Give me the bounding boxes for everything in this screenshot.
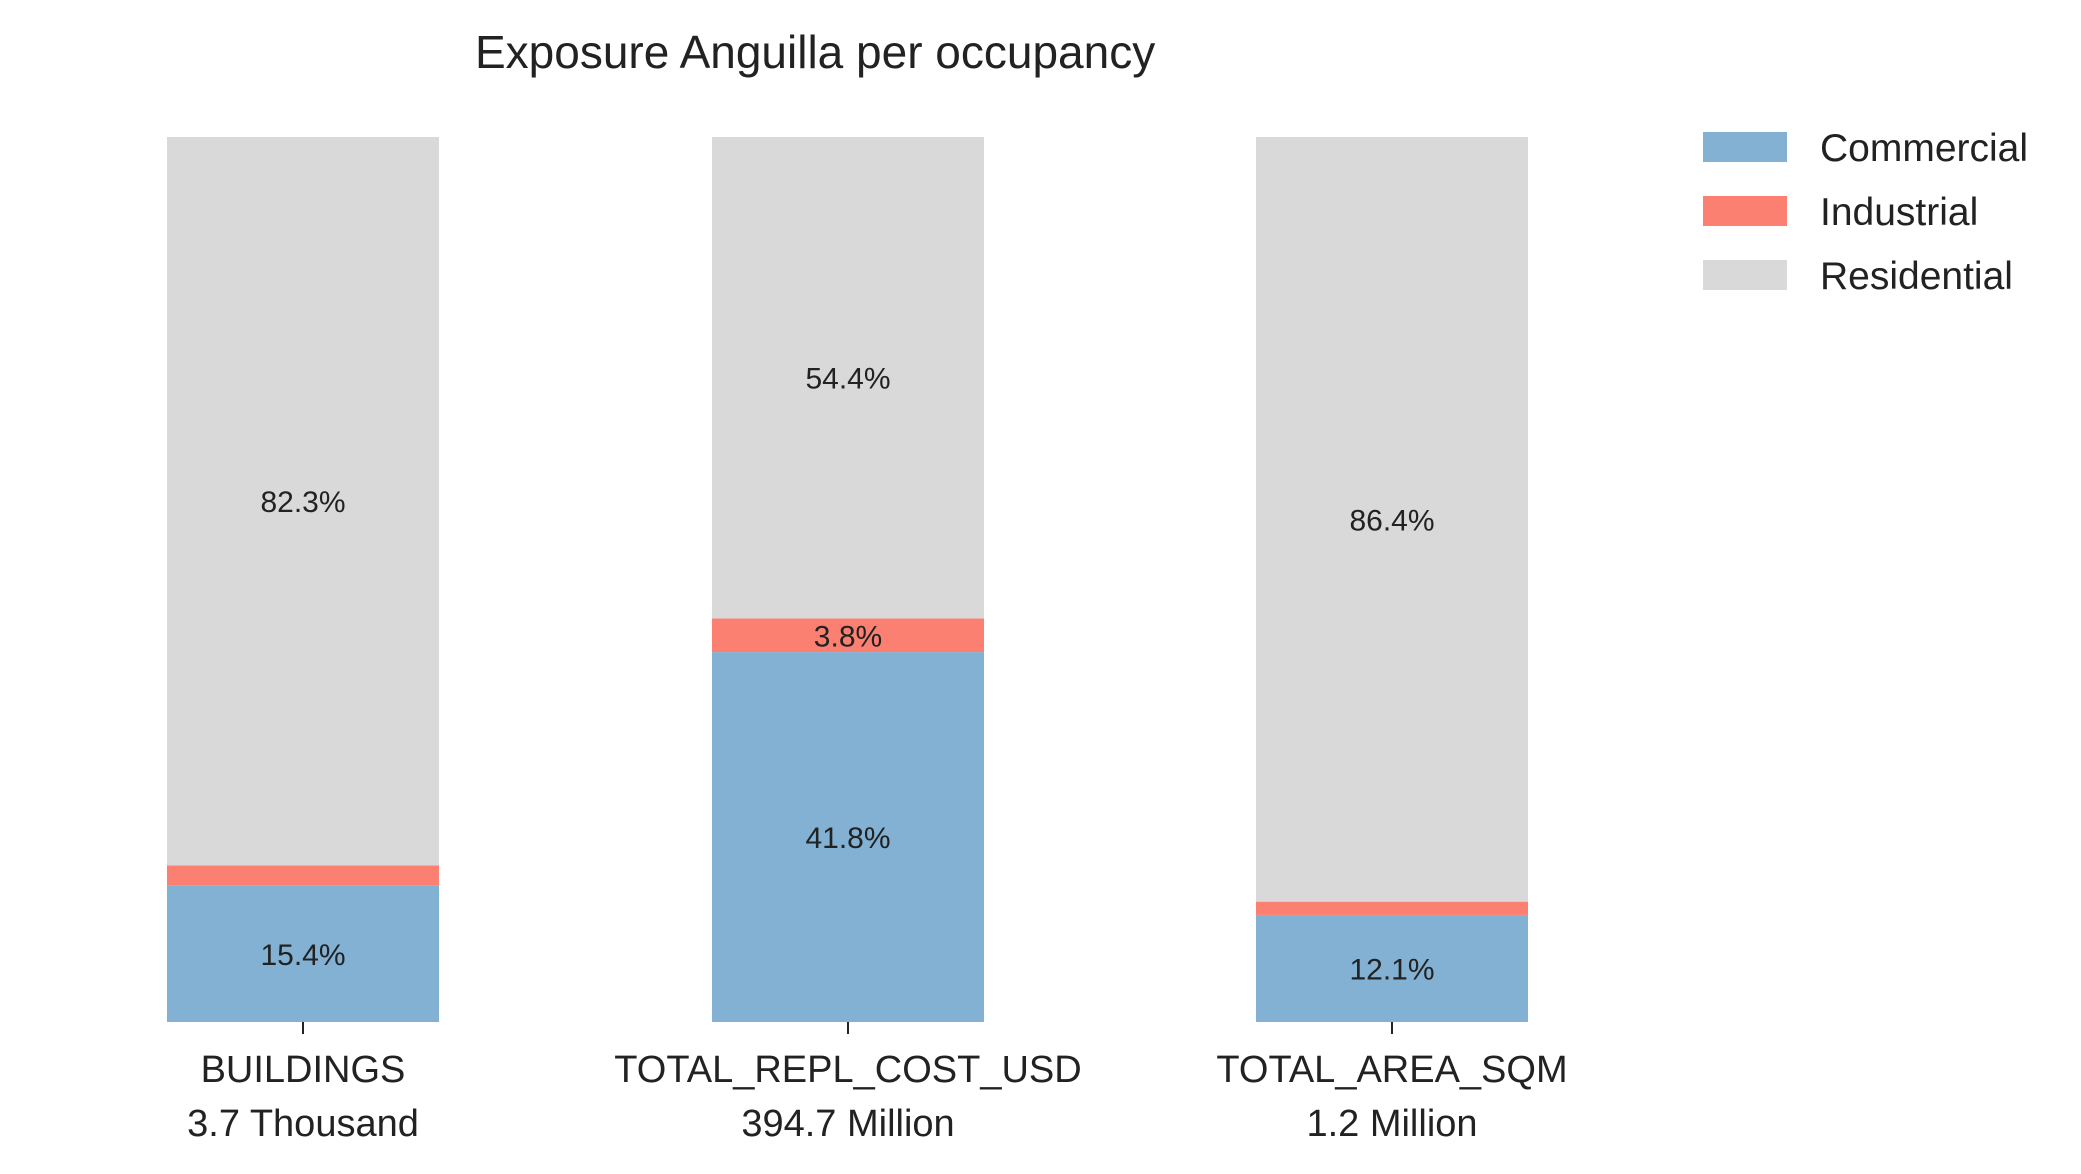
data-label-total-area-sqm-residential: 86.4% <box>1349 504 1434 537</box>
x-tick-label-total-repl-cost-usd: TOTAL_REPL_COST_USD <box>614 1049 1081 1091</box>
x-axis: BUILDINGS 3.7 Thousand TOTAL_REPL_COST_USD… <box>187 1022 1568 1145</box>
x-tick-label-total-area-sqm: TOTAL_AREA_SQM <box>1216 1049 1567 1091</box>
x-tick-label-buildings: BUILDINGS <box>201 1049 406 1091</box>
legend-swatch-residential <box>1703 260 1787 290</box>
bar-total-area-sqm-industrial <box>1256 901 1528 915</box>
data-label-total-area-sqm-commercial: 12.1% <box>1349 953 1434 986</box>
legend-swatch-commercial <box>1703 132 1787 162</box>
x-tick-total-buildings: 3.7 Thousand <box>187 1103 419 1145</box>
data-label-total-repl-cost-usd-industrial: 3.8% <box>814 620 882 653</box>
bars-group <box>167 137 1528 1022</box>
bar-total-area-sqm-commercial <box>1256 914 1528 1022</box>
data-label-buildings-commercial: 15.4% <box>260 939 345 972</box>
bar-total-repl-cost-usd-industrial <box>712 618 984 653</box>
legend-label-residential: Residential <box>1820 255 2013 298</box>
legend-label-industrial: Industrial <box>1820 191 1978 234</box>
legend-swatch-industrial <box>1703 196 1787 226</box>
legend: Commercial Industrial Residential <box>1703 127 2028 298</box>
legend-label-commercial: Commercial <box>1820 127 2028 170</box>
bar-total-repl-cost-usd-residential <box>712 137 984 619</box>
data-label-total-repl-cost-usd-commercial: 41.8% <box>805 822 890 855</box>
x-tick-total-total-repl-cost-usd: 394.7 Million <box>741 1103 954 1145</box>
x-tick-total-total-area-sqm: 1.2 Million <box>1306 1103 1477 1145</box>
data-label-buildings-residential: 82.3% <box>260 486 345 519</box>
bar-total-repl-cost-usd-commercial <box>712 652 984 1022</box>
bar-buildings-residential <box>167 137 439 866</box>
data-label-total-repl-cost-usd-residential: 54.4% <box>805 363 890 396</box>
chart-title: Exposure Anguilla per occupancy <box>475 26 1155 78</box>
bar-total-area-sqm-residential <box>1256 137 1528 902</box>
bar-buildings-industrial <box>167 865 439 886</box>
bar-buildings-commercial <box>167 885 439 1022</box>
segment-labels-group: 15.4% 82.3% 41.8% 3.8% 54.4% 12.1% 86.4% <box>260 363 1434 987</box>
